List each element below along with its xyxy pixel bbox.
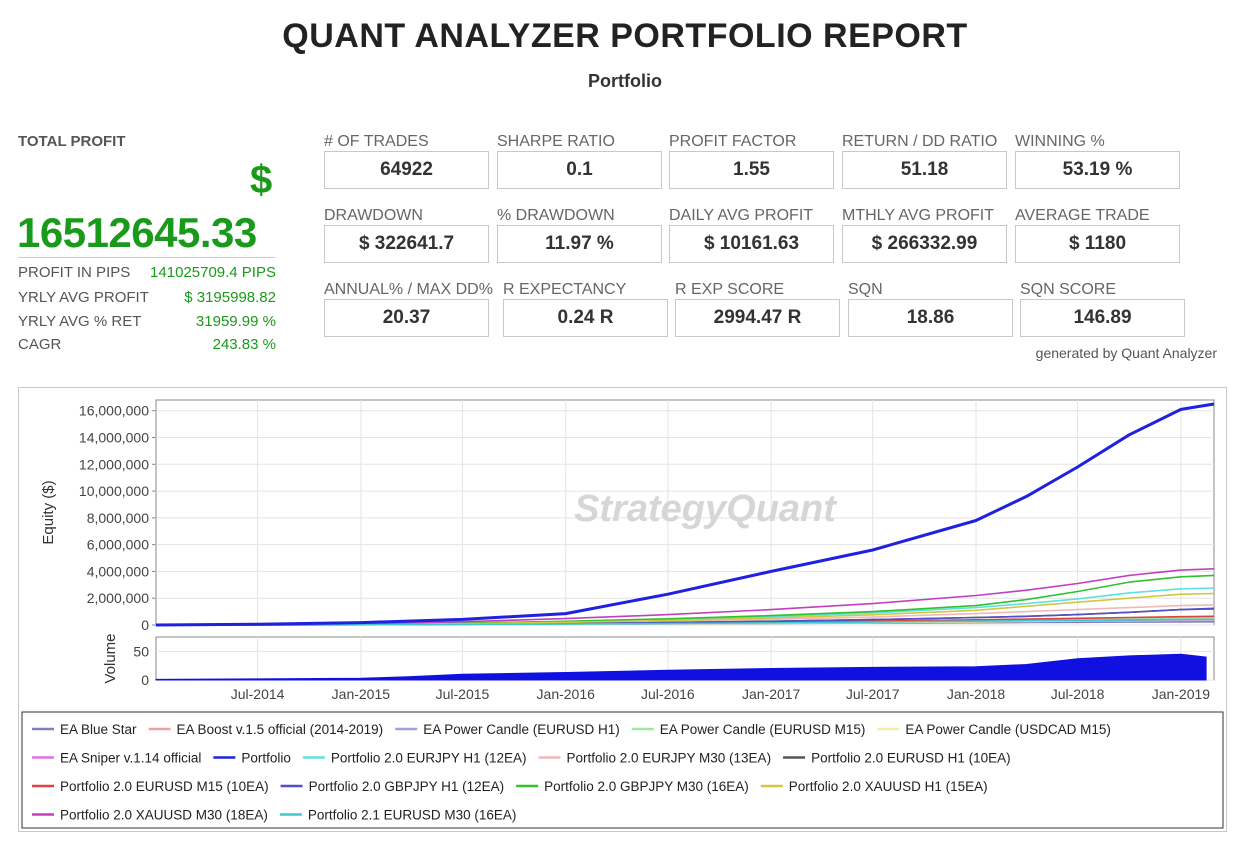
- legend-entry: Portfolio 2.0 EURJPY H1 (12EA): [331, 751, 527, 766]
- legend-entry: Portfolio 2.1 EURUSD M30 (16EA): [308, 808, 517, 823]
- metric-value-avg-trade: $ 1180: [1015, 225, 1180, 263]
- metric-label: % DRAWDOWN: [497, 207, 615, 224]
- total-profit-divider: [18, 257, 275, 258]
- y-tick-label: 16,000,000: [79, 403, 149, 419]
- series-line: [155, 618, 1215, 626]
- legend-entry: Portfolio 2.0 EURJPY M30 (13EA): [566, 751, 771, 766]
- metric-value-r-expectancy: 0.24 R: [503, 299, 668, 337]
- stat-value: 243.83 %: [212, 336, 276, 353]
- metric-label: SQN SCORE: [1020, 281, 1117, 298]
- x-tick-label: Jan-2015: [332, 686, 391, 702]
- stat-label: YRLY AVG % RET: [18, 313, 142, 330]
- x-tick-label: Jul-2018: [1051, 686, 1105, 702]
- metric-label: RETURN / DD RATIO: [842, 133, 998, 150]
- y-tick-label: 4,000,000: [87, 563, 149, 579]
- stat-value: 141025709.4 PIPS: [150, 264, 276, 281]
- metric-label: SHARPE RATIO: [497, 133, 615, 150]
- currency-symbol: $: [250, 158, 273, 202]
- equity-chart-frame: Jul-2014 Jan-2015 Jul-2015 Jan-2016 Jul-2016…: [18, 387, 1227, 832]
- y-axis-label: Equity ($): [40, 480, 57, 544]
- legend-entry: EA Power Candle (USDCAD M15): [905, 722, 1111, 737]
- legend-entry: EA Blue Star: [60, 722, 137, 737]
- metric-value-profit-factor: 1.55: [669, 151, 834, 189]
- legend-entry: Portfolio 2.0 EURUSD H1 (10EA): [811, 751, 1011, 766]
- stat-label: YRLY AVG PROFIT: [18, 289, 149, 306]
- metric-value-drawdown: $ 322641.7: [324, 225, 489, 263]
- x-tick-label: Jul-2015: [436, 686, 490, 702]
- equity-chart: Jul-2014 Jan-2015 Jul-2015 Jan-2016 Jul-2016…: [21, 399, 1224, 829]
- watermark: StrategyQuant: [574, 488, 837, 530]
- legend-entry: EA Power Candle (EURUSD M15): [660, 722, 866, 737]
- y-tick-label: 8,000,000: [87, 510, 149, 526]
- metric-label: ANNUAL% / MAX DD%: [324, 281, 493, 298]
- metric-value-trades: 64922: [324, 151, 489, 189]
- x-tick-label: Jul-2017: [846, 686, 900, 702]
- legend-entry: Portfolio 2.0 XAUUSD H1 (15EA): [789, 779, 988, 794]
- metric-value-annual-dd: 20.37: [324, 299, 489, 337]
- metric-label: AVERAGE TRADE: [1015, 207, 1150, 224]
- x-tick-label: Jan-2018: [947, 686, 1006, 702]
- stat-value: 31959.99 %: [195, 313, 276, 330]
- x-tick-label: Jan-2016: [537, 686, 596, 702]
- metric-label: PROFIT FACTOR: [669, 133, 797, 150]
- series-line: [155, 402, 1215, 627]
- volume-area: [155, 653, 1207, 681]
- metric-value-r-exp-score: 2994.47 R: [675, 299, 840, 337]
- volume-tick-label: 0: [141, 672, 149, 688]
- legend-entry: EA Power Candle (EURUSD H1): [423, 722, 620, 737]
- stat-value: $ 3195998.82: [184, 289, 276, 306]
- x-tick-label: Jan-2017: [742, 686, 801, 702]
- y-tick-label: 14,000,000: [79, 430, 149, 446]
- legend-entry: Portfolio 2.0 GBPJPY M30 (16EA): [544, 779, 749, 794]
- metric-label: # OF TRADES: [324, 133, 429, 150]
- generated-by-note: generated by Quant Analyzer: [1035, 345, 1217, 361]
- cagr-row: CAGR 243.83 %: [18, 336, 276, 353]
- metric-label: MTHLY AVG PROFIT: [842, 207, 995, 224]
- legend-entry: Portfolio 2.0 XAUUSD M30 (18EA): [60, 808, 268, 823]
- metric-value-winning: 53.19 %: [1015, 151, 1180, 189]
- report-subtitle: Portfolio: [588, 71, 662, 91]
- metric-value-pct-drawdown: 11.97 %: [497, 225, 662, 263]
- metric-label: DAILY AVG PROFIT: [669, 207, 814, 224]
- metric-label: DRAWDOWN: [324, 207, 423, 224]
- legend-entry: EA Sniper v.1.14 official: [60, 751, 201, 766]
- legend-box: [21, 711, 1224, 829]
- metric-value-sqn: 18.86: [848, 299, 1013, 337]
- report-title: QUANT ANALYZER PORTFOLIO REPORT: [282, 17, 968, 55]
- volume-tick-label: 50: [133, 643, 149, 659]
- total-profit-value: 16512645.33: [17, 209, 257, 256]
- profit-in-pips-row: PROFIT IN PIPS 141025709.4 PIPS: [18, 264, 276, 281]
- metric-value-daily-avg: $ 10161.63: [669, 225, 834, 263]
- legend-entry: EA Boost v.1.5 official (2014-2019): [177, 722, 384, 737]
- yrly-avg-profit-row: YRLY AVG PROFIT $ 3195998.82: [18, 289, 276, 306]
- metric-label: WINNING %: [1015, 133, 1105, 150]
- x-tick-label: Jul-2016: [641, 686, 695, 702]
- y-tick-label: 10,000,000: [79, 483, 149, 499]
- metric-label: R EXPECTANCY: [503, 281, 627, 298]
- volume-axis-label: Volume: [102, 633, 119, 683]
- legend-entry: Portfolio: [241, 751, 291, 766]
- x-tick-label: Jan-2019: [1152, 686, 1211, 702]
- legend-entry: Portfolio 2.0 EURUSD M15 (10EA): [60, 779, 269, 794]
- y-tick-label: 0: [141, 617, 149, 633]
- yrly-avg-ret-row: YRLY AVG % RET 31959.99 %: [18, 313, 276, 330]
- total-profit-label: TOTAL PROFIT: [18, 133, 126, 150]
- stat-label: CAGR: [18, 336, 62, 353]
- metric-value-sqn-score: 146.89: [1020, 299, 1185, 337]
- y-tick-label: 2,000,000: [87, 590, 149, 606]
- metric-label: R EXP SCORE: [675, 281, 785, 298]
- x-tick-label: Jul-2014: [231, 686, 285, 702]
- metric-value-return-dd: 51.18: [842, 151, 1007, 189]
- metric-value-monthly-avg: $ 266332.99: [842, 225, 1007, 263]
- y-tick-label: 12,000,000: [79, 456, 149, 472]
- metric-label: SQN: [848, 281, 883, 298]
- metric-value-sharpe: 0.1: [497, 151, 662, 189]
- legend-entry: Portfolio 2.0 GBPJPY H1 (12EA): [309, 779, 505, 794]
- stat-label: PROFIT IN PIPS: [18, 264, 131, 281]
- y-tick-label: 6,000,000: [87, 537, 149, 553]
